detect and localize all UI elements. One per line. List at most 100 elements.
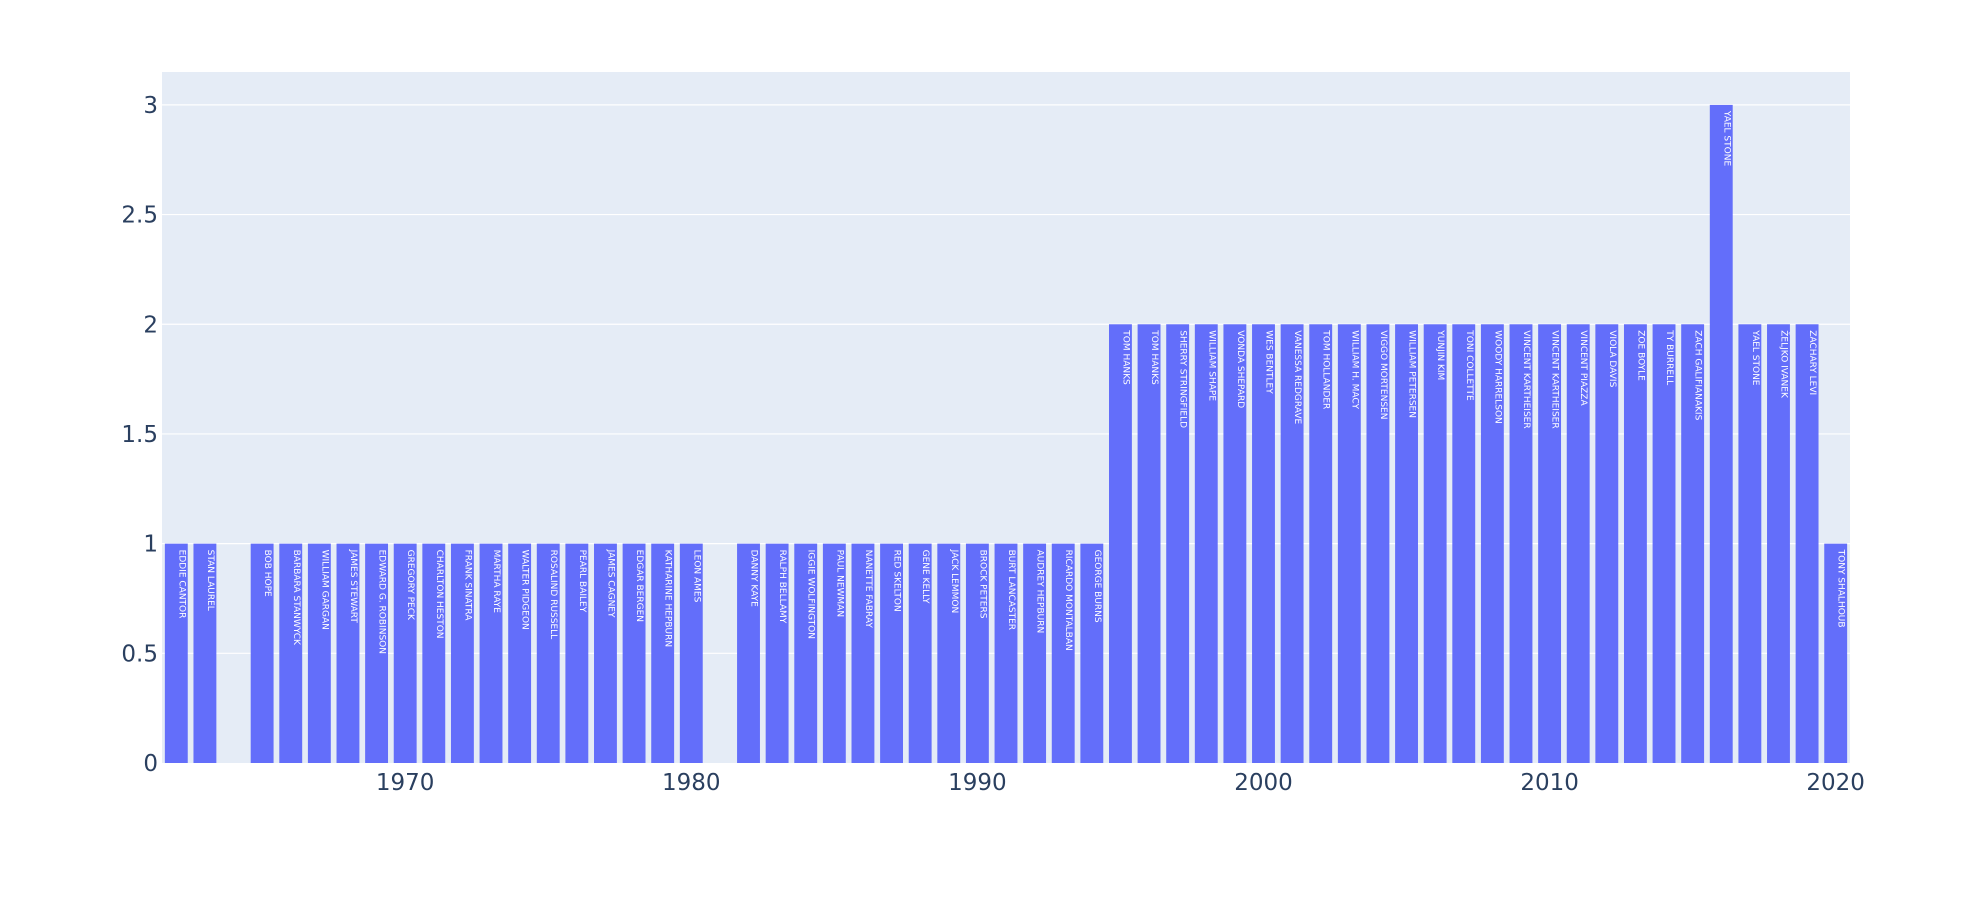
bar-label: LEON AMES — [691, 550, 701, 603]
bar-label: RALPH BELLAMY — [777, 550, 787, 624]
bar — [1023, 543, 1047, 763]
bar-label: RED SKELTON — [892, 550, 902, 612]
bar — [1795, 324, 1819, 763]
bar — [1280, 324, 1304, 763]
bar — [1738, 324, 1762, 763]
bar-label: ZOE BOYLE — [1635, 330, 1645, 381]
bar-label: FRANK SINATRA — [462, 550, 472, 622]
x-tick-label: 1990 — [948, 770, 1007, 796]
bar — [1309, 324, 1333, 763]
bar-label: TY BURRELL — [1664, 329, 1674, 385]
bar-label: VIGGO MORTENSEN — [1378, 330, 1388, 419]
bar-label: BARBARA STANWYCK — [291, 550, 301, 646]
bar-label: JAMES STEWART — [348, 549, 358, 624]
y-tick-label: 3 — [143, 93, 158, 119]
bar-label: TONY SHALHOUB — [1836, 549, 1846, 628]
bar-label: VONDA SHEPARD — [1235, 330, 1245, 408]
bar — [1252, 324, 1275, 763]
bar-label: DANNY KAYE — [749, 550, 759, 607]
bar-label: GENE KELLY — [920, 550, 930, 604]
bar — [965, 543, 989, 763]
x-tick-label: 2000 — [1234, 770, 1293, 796]
bar — [880, 543, 904, 763]
bar — [250, 543, 274, 763]
bar-label: VANESSA REDGRAVE — [1292, 330, 1302, 424]
bar — [164, 543, 188, 763]
bar — [1337, 324, 1361, 763]
bar-label: EDWARD G. ROBINSON — [377, 550, 387, 654]
bar-label: TOM HANKS — [1120, 329, 1130, 385]
bar-label: ROSALIND RUSSELL — [548, 550, 558, 640]
bar — [365, 543, 389, 763]
bar — [1051, 543, 1075, 763]
bar — [1223, 324, 1247, 763]
bar-label: IGGIE WOLFINGTON — [806, 550, 816, 639]
bar-label: YUNJIN KIM — [1435, 329, 1445, 380]
bar-label: EDGAR BERGEN — [634, 550, 644, 622]
bar-label: EDDIE CANTOR — [176, 550, 186, 619]
bar — [679, 543, 703, 763]
bar-label: BURT LANCASTER — [1006, 550, 1016, 630]
bar — [994, 543, 1018, 763]
bar — [450, 543, 474, 763]
bar-label: BROCK PETERS — [977, 550, 987, 619]
bar — [536, 543, 560, 763]
bar-label: BOB HOPE — [262, 550, 272, 597]
bar-label: JAMES CAGNEY — [605, 549, 615, 618]
y-tick-label: 0.5 — [121, 641, 158, 667]
bar — [393, 543, 417, 763]
bar — [1080, 543, 1104, 763]
bar — [1452, 324, 1476, 763]
x-tick-label: 2010 — [1520, 770, 1579, 796]
bar — [1194, 324, 1218, 763]
bar-label: TOM HOLLANDER — [1321, 329, 1331, 409]
x-axis-ticks: 1970 1980 1990 2000 2010 2020 — [376, 770, 1865, 796]
bar-label: TONI COLLETTE — [1464, 329, 1474, 401]
bar — [651, 543, 675, 763]
bar-label: JACK LEMMON — [949, 549, 959, 614]
bar — [1595, 324, 1619, 763]
bar-label: YAEL STONE — [1721, 110, 1731, 167]
bar-label: VINCENT PIAZZA — [1578, 330, 1588, 406]
bar — [479, 543, 503, 763]
bar — [1509, 324, 1533, 763]
bar — [1366, 324, 1390, 763]
bar-label: PEARL BAILEY — [577, 550, 587, 613]
bar-label: MARTHA RAYE — [491, 550, 501, 614]
y-axis-ticks: 0 0.5 1 1.5 2 2.5 3 — [121, 93, 158, 777]
bar-label: WOODY HARRELSON — [1492, 330, 1502, 424]
bar — [565, 543, 589, 763]
bar-label: VIOLA DAVIS — [1607, 330, 1617, 387]
bar-label: WILLIAM PETERSEN — [1407, 330, 1417, 418]
bar-label: STAN LAUREL — [205, 550, 215, 611]
bar — [1480, 324, 1504, 763]
bar — [422, 543, 446, 763]
x-tick-label: 2020 — [1806, 770, 1865, 796]
bar-label: WALTER PIDGEON — [520, 550, 530, 630]
bar — [336, 543, 360, 763]
bar — [1108, 324, 1132, 763]
bar-label: RICARDO MONTALBAN — [1063, 550, 1073, 651]
bar-label: VINCENT KARTHEISER — [1550, 330, 1560, 428]
bar — [307, 543, 331, 763]
bar — [1395, 324, 1418, 763]
bar — [1423, 324, 1447, 763]
bar-label: ŽELJKO IVANEK — [1778, 330, 1790, 399]
bar — [1824, 543, 1848, 763]
bar — [1652, 324, 1676, 763]
y-tick-label: 0 — [143, 751, 158, 777]
bar — [851, 543, 875, 763]
x-tick-label: 1980 — [662, 770, 721, 796]
bar-label: WILLIAM GARGAN — [319, 550, 329, 630]
bar — [594, 543, 617, 763]
bar — [908, 543, 932, 763]
bar-label: WILLIAM H. MACY — [1349, 330, 1359, 409]
bar — [508, 543, 532, 763]
bar-label: GREGORY PECK — [405, 550, 415, 621]
bar-label: WILLIAM SHAPE — [1206, 330, 1216, 401]
bar-label: KATHARINE HEPBURN — [663, 550, 673, 647]
bar-label: TOM HANKS — [1149, 329, 1159, 385]
x-tick-label: 1970 — [376, 770, 435, 796]
bar — [279, 543, 303, 763]
